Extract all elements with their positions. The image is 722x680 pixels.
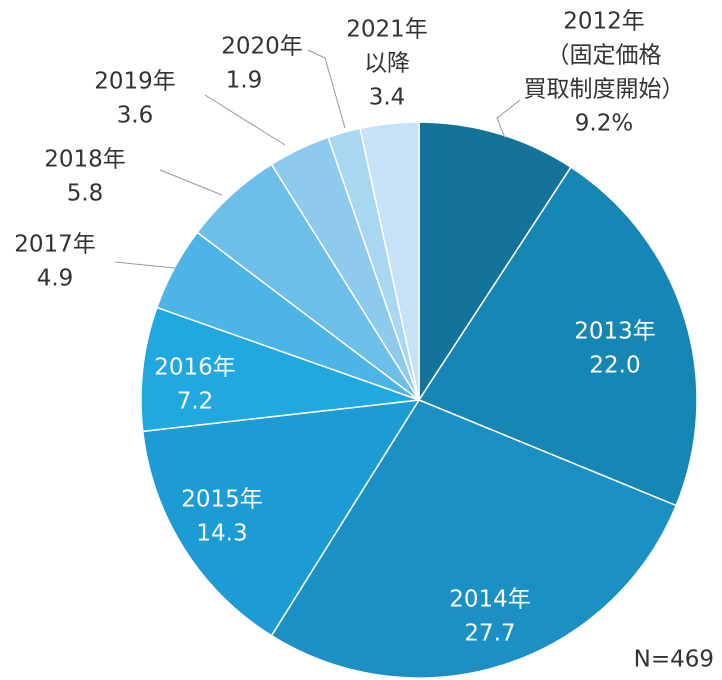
- slice: [140, 306, 420, 433]
- slice-label: 以降: [364, 51, 410, 77]
- leader-line: [496, 99, 521, 139]
- value-label: 9.2%: [575, 111, 633, 137]
- leader-line: [114, 261, 176, 269]
- slice-label: 2021年: [346, 17, 428, 43]
- slice-label: 2018年: [44, 147, 126, 173]
- slice: [141, 399, 421, 637]
- value-label: 1.9: [226, 68, 263, 94]
- value-label: 14.3: [196, 521, 247, 547]
- slice-label: 買取制度開始）: [524, 77, 685, 103]
- slice-label: 2014年: [449, 587, 531, 613]
- slice-label: 2012年: [563, 9, 645, 35]
- leader-line: [159, 169, 223, 196]
- slice-label: 2019年: [94, 69, 176, 95]
- value-label: 7.2: [177, 389, 214, 415]
- slice: [417, 166, 698, 507]
- slice-label: 2020年: [221, 34, 303, 60]
- value-label: 3.6: [117, 103, 154, 129]
- slice: [270, 399, 678, 679]
- leader-line: [204, 94, 286, 146]
- annotation: N=469: [634, 647, 714, 673]
- leader-line: [307, 49, 346, 129]
- slice: [359, 121, 420, 401]
- value-label: 3.4: [369, 85, 406, 111]
- value-label: 27.7: [464, 621, 515, 647]
- slice-label: 2017年: [14, 232, 96, 258]
- value-label: 22.0: [589, 353, 640, 379]
- value-label: 5.8: [67, 181, 104, 207]
- slice-label: （固定価格: [547, 43, 662, 69]
- slice-label: 2015年: [181, 487, 263, 513]
- slice-label: 2016年: [154, 355, 236, 381]
- slice-label: 2013年: [574, 319, 656, 345]
- slice: [418, 121, 572, 403]
- value-label: 4.9: [37, 266, 74, 292]
